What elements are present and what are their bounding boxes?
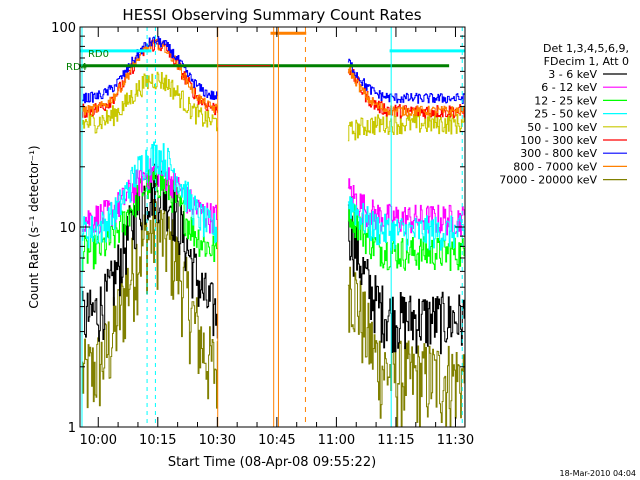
chart-title: HESSI Observing Summary Count Rates xyxy=(122,6,421,24)
x-tick-label: 10:15 xyxy=(139,433,176,448)
legend: Det 1,3,4,5,6,9,FDecim 1, Att 03 - 6 keV… xyxy=(499,42,629,187)
series-line-9-pass-2 xyxy=(347,266,465,427)
y-tick-label: 10 xyxy=(59,221,76,236)
series-group xyxy=(80,27,465,427)
legend-item-label: 3 - 6 keV xyxy=(548,68,597,81)
series-line-1-pass-2 xyxy=(347,204,465,355)
timestamp: 18-Mar-2010 04:04 xyxy=(560,469,637,478)
series-line-4-pass-1 xyxy=(82,141,218,249)
legend-item-label: 7000 - 20000 keV xyxy=(499,174,597,187)
series-line-7-pass-2 xyxy=(347,58,465,104)
legend-item-label: 300 - 800 keV xyxy=(520,147,597,160)
axes: 1 10 100 10:00 10:15 10:30 10:45 11:00 11:15 11:3… xyxy=(51,21,474,448)
legend-header-line: FDecim 1, Att 0 xyxy=(544,55,629,68)
x-tick-label: 11:00 xyxy=(318,433,355,448)
y-tick-label: 100 xyxy=(51,21,76,36)
series-line-3-pass-1 xyxy=(82,165,218,272)
x-tick-label: 10:30 xyxy=(199,433,236,448)
x-tick-label: 10:45 xyxy=(258,433,295,448)
rd4-label: RD4 xyxy=(66,62,87,73)
series-line-9-pass-1 xyxy=(82,199,218,409)
series-line-8-pass-2 xyxy=(347,66,465,117)
x-tick-label: 11:30 xyxy=(437,433,474,448)
legend-item-label: 100 - 300 keV xyxy=(520,134,597,147)
series-line-7-pass-1 xyxy=(82,36,218,104)
y-axis-label: Count Rate (s⁻¹ detector⁻¹) xyxy=(27,145,41,308)
legend-item-label: 6 - 12 keV xyxy=(541,81,597,94)
x-axis-label: Start Time (08-Apr-08 09:55:22) xyxy=(168,455,376,470)
rd0-label: RD0 xyxy=(88,49,109,60)
legend-item-label: 800 - 7000 keV xyxy=(513,160,597,173)
x-tick-label: 10:00 xyxy=(80,433,117,448)
y-tick-label: 1 xyxy=(68,421,76,436)
series-line-1-pass-1 xyxy=(82,163,218,342)
legend-item-label: 25 - 50 keV xyxy=(534,108,597,121)
series-line-4-pass-2 xyxy=(347,196,465,251)
x-tick-label: 11:15 xyxy=(377,433,414,448)
legend-header-line: Det 1,3,4,5,6,9, xyxy=(543,42,629,55)
series-line-5-pass-2 xyxy=(347,113,465,142)
series-line-5-pass-1 xyxy=(82,71,218,134)
legend-item-label: 12 - 25 keV xyxy=(534,94,597,107)
legend-item-label: 50 - 100 keV xyxy=(527,121,597,134)
